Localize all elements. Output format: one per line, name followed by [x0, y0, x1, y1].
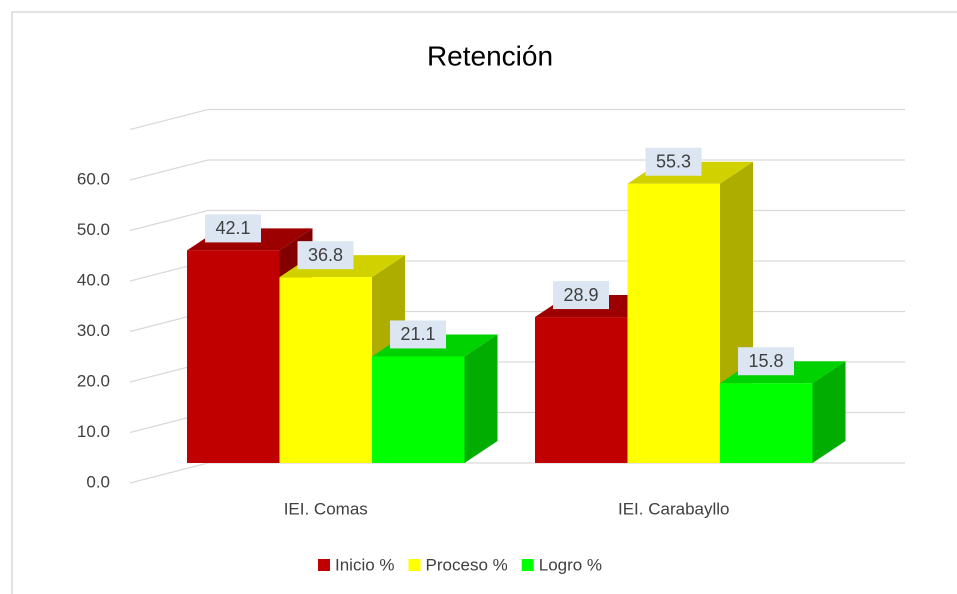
data-label-box [645, 147, 702, 176]
legend-swatch [318, 559, 330, 571]
y-tick-label: 60.0 [77, 169, 110, 188]
x-tick-label: IEI. Carabayllo [618, 499, 730, 518]
legend-label: Inicio % [335, 555, 395, 574]
y-tick-label: 30.0 [77, 321, 110, 340]
x-tick-label: IEI. Comas [284, 499, 368, 518]
y-tick-label: 40.0 [77, 270, 110, 289]
data-label: 21.1 [400, 324, 435, 344]
data-label-box [297, 241, 354, 270]
bar [372, 356, 465, 463]
data-label: 15.8 [748, 351, 783, 371]
wall-top [129, 108, 905, 131]
bar [627, 183, 720, 464]
y-tick-label: 20.0 [77, 371, 110, 390]
y-tick-label: 0.0 [86, 472, 110, 491]
bar [535, 317, 628, 463]
chart-frame [11, 11, 957, 594]
data-label: 55.3 [656, 151, 691, 171]
legend-swatch [521, 559, 534, 571]
bar-side [464, 334, 498, 463]
chart-title: Retención [427, 40, 553, 71]
data-label-box [205, 214, 261, 243]
legend-swatch [408, 559, 421, 571]
data-label: 36.8 [308, 245, 343, 265]
bar [720, 383, 813, 463]
data-label-box [738, 347, 794, 376]
data-label: 28.9 [563, 285, 598, 305]
data-label: 42.1 [215, 218, 250, 238]
data-label-box [390, 320, 446, 349]
data-label-box [553, 281, 609, 310]
bar [279, 277, 372, 463]
legend-label: Proceso % [426, 555, 508, 574]
y-tick-label: 50.0 [77, 220, 110, 239]
y-tick-label: 10.0 [77, 422, 110, 441]
legend-label: Logro % [539, 555, 602, 574]
bar [187, 250, 280, 463]
bar-side [812, 361, 846, 463]
